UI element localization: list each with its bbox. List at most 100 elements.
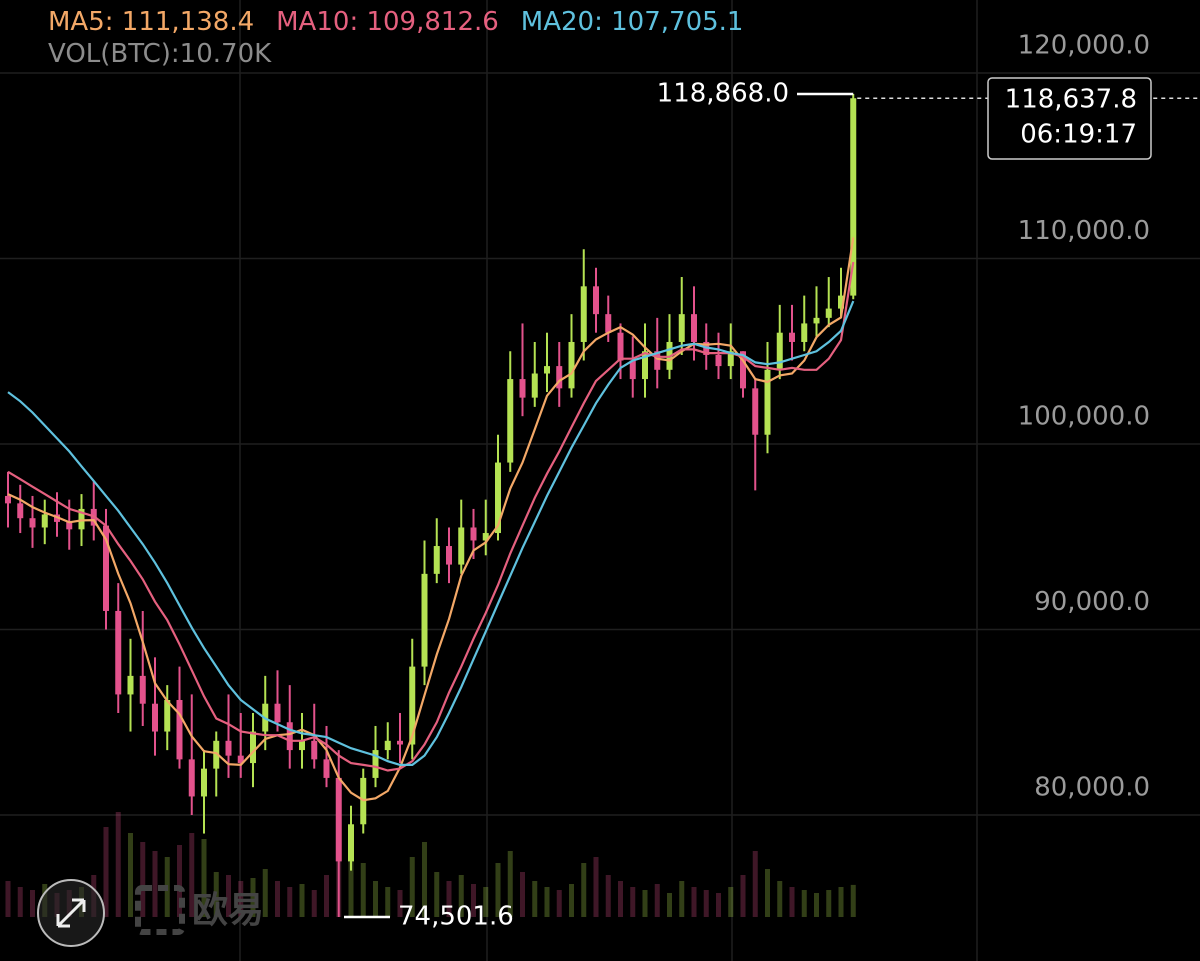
candle-body bbox=[421, 573, 428, 667]
candle-body bbox=[409, 666, 416, 745]
candle-body bbox=[495, 462, 501, 534]
volume-bar bbox=[275, 881, 280, 917]
candle-body bbox=[825, 308, 832, 318]
candle-body bbox=[531, 373, 538, 398]
candle-body bbox=[678, 314, 685, 342]
candle-body bbox=[17, 503, 24, 519]
volume-bar bbox=[777, 881, 783, 917]
candle-body bbox=[727, 351, 734, 367]
candle-body bbox=[519, 379, 526, 398]
candle-body bbox=[213, 740, 220, 769]
candle-body bbox=[103, 525, 109, 611]
candle-body bbox=[188, 759, 195, 797]
volume-bar bbox=[177, 845, 182, 917]
countdown-label: 06:19:17 bbox=[1020, 120, 1137, 150]
y-tick-label: 90,000.0 bbox=[1034, 587, 1150, 617]
candle-body bbox=[482, 533, 489, 541]
y-tick-label: 100,000.0 bbox=[1018, 402, 1150, 432]
candle-body bbox=[446, 546, 452, 565]
legend-name: MA10 bbox=[276, 7, 366, 37]
volume-bar bbox=[471, 884, 476, 917]
expand-icon bbox=[56, 898, 86, 928]
candle-body bbox=[813, 317, 820, 324]
candle-body bbox=[691, 314, 697, 342]
volume-bar bbox=[360, 863, 366, 917]
volume-bar bbox=[838, 887, 844, 917]
volume-label: VOL(BTC):10.70K bbox=[48, 39, 272, 69]
volume-bar bbox=[569, 884, 574, 917]
volume-bar bbox=[703, 890, 709, 917]
candle-body bbox=[556, 366, 563, 389]
candle-body bbox=[776, 332, 783, 370]
candles bbox=[5, 93, 857, 918]
candle-body bbox=[593, 286, 599, 315]
volume-bar bbox=[483, 887, 489, 917]
volume-bar bbox=[495, 863, 501, 917]
volume-bar bbox=[5, 881, 11, 917]
volume-bar bbox=[250, 878, 256, 917]
volume-bar bbox=[850, 884, 856, 917]
candle-body bbox=[66, 521, 73, 530]
candle-body bbox=[286, 722, 293, 751]
candle-body bbox=[764, 369, 771, 435]
legend-item: MA20107,705.1 bbox=[521, 7, 744, 37]
volume-bar bbox=[716, 893, 721, 917]
volume-bar bbox=[385, 887, 391, 917]
volume-bar bbox=[115, 812, 121, 917]
volume-bar bbox=[605, 875, 611, 917]
candle-body bbox=[507, 379, 514, 463]
volume-bar bbox=[667, 893, 672, 917]
candle-body bbox=[176, 699, 183, 760]
candle-body bbox=[250, 731, 256, 764]
volume-bar bbox=[434, 872, 440, 917]
volume-bar bbox=[287, 887, 293, 917]
legend-name: MA5 bbox=[48, 7, 122, 37]
candle-body bbox=[41, 514, 48, 528]
legend-value: 109,812.6 bbox=[366, 7, 499, 37]
legend: MA5111,138.4 MA10109,812.6 MA20107,705.1 V… bbox=[48, 6, 765, 70]
candle-body bbox=[372, 750, 379, 778]
ma-line bbox=[7, 261, 855, 772]
volume-bar bbox=[213, 872, 219, 917]
volume-bar bbox=[544, 887, 550, 917]
ma-line bbox=[7, 300, 855, 767]
volume-bar bbox=[728, 887, 734, 917]
volume-bar bbox=[593, 857, 599, 917]
candle-body bbox=[78, 508, 85, 530]
candle-body bbox=[5, 495, 11, 504]
candle-body bbox=[850, 98, 857, 296]
candle-body bbox=[458, 527, 465, 565]
candle-body bbox=[164, 699, 171, 732]
volume-bar bbox=[299, 884, 305, 917]
volume-bar bbox=[30, 890, 35, 917]
volume-bar bbox=[581, 863, 587, 917]
candle-body bbox=[629, 360, 636, 380]
moving-averages bbox=[7, 237, 855, 802]
candle-body bbox=[740, 351, 746, 389]
y-tick-label: 120,000.0 bbox=[1018, 30, 1150, 60]
volume-bar bbox=[409, 857, 415, 917]
volume-bar bbox=[226, 875, 231, 917]
y-tick-label: 80,000.0 bbox=[1034, 773, 1150, 803]
volume-bar bbox=[556, 890, 562, 917]
candle-body bbox=[335, 777, 342, 862]
last-price-box bbox=[987, 77, 1152, 160]
candle-body bbox=[384, 740, 391, 751]
candle-body bbox=[838, 295, 844, 309]
volume-bar bbox=[103, 827, 109, 917]
volume-bar bbox=[740, 875, 746, 917]
volume-bar bbox=[520, 872, 525, 917]
volume-bar bbox=[789, 887, 795, 917]
candle-body bbox=[617, 332, 624, 361]
volume-bar bbox=[679, 881, 685, 917]
legend-row: MA5111,138.4 MA10109,812.6 MA20107,705.1 bbox=[48, 6, 765, 38]
volume-bar bbox=[532, 881, 538, 917]
watermark: 欧易 bbox=[192, 890, 264, 931]
candle-body bbox=[127, 675, 134, 695]
candle-body bbox=[433, 546, 440, 574]
candle-body bbox=[201, 768, 207, 797]
volume-bar bbox=[801, 890, 807, 917]
candle-body bbox=[470, 527, 477, 541]
volume-bar bbox=[152, 851, 158, 917]
